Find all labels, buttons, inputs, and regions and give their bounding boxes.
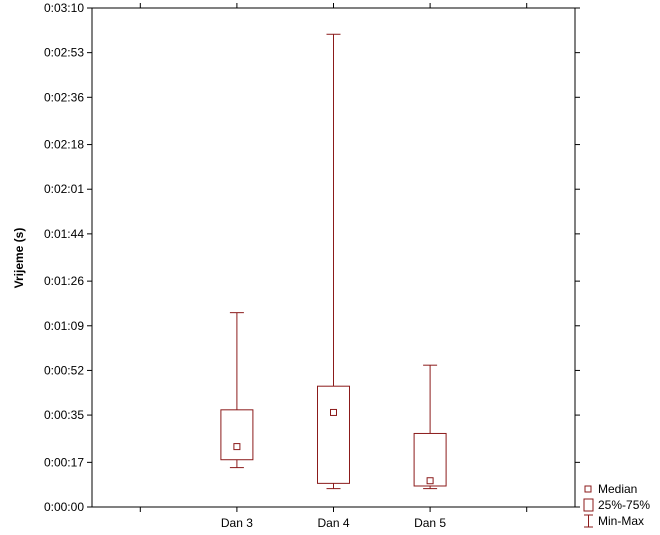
y-tick-label: 0:00:52 xyxy=(44,363,84,377)
median-marker xyxy=(330,408,337,416)
y-tick-label: 0:01:44 xyxy=(44,227,84,241)
y-axis: 0:00:00 0:00:17 0:00:35 0:00:52 0:01:09 0:01:… xyxy=(44,1,580,514)
y-tick-label: 0:01:09 xyxy=(44,319,84,333)
box-dan-4 xyxy=(317,33,350,490)
box-dan-3 xyxy=(220,312,254,469)
legend-median-label: Median xyxy=(598,482,637,496)
y-tick-label: 0:02:36 xyxy=(44,90,84,104)
x-tick-label: Dan 4 xyxy=(317,516,349,530)
legend: Median 25%-75% Min-Max xyxy=(583,482,650,528)
y-tick-label: 0:01:26 xyxy=(44,274,84,288)
x-tick-label: Dan 3 xyxy=(221,516,253,530)
y-tick-label: 0:02:18 xyxy=(44,138,84,152)
y-axis-title: Vrijeme (s) xyxy=(12,228,26,289)
legend-iqr-label: 25%-75% xyxy=(598,498,650,512)
box-dan-5 xyxy=(413,364,447,490)
legend-range-label: Min-Max xyxy=(598,514,644,528)
y-tick-label: 0:02:53 xyxy=(44,46,84,60)
iqr-box xyxy=(413,432,447,487)
legend-iqr-symbol xyxy=(583,498,594,512)
y-tick-label: 0:00:00 xyxy=(44,500,84,514)
iqr-box xyxy=(220,409,254,461)
x-axis: Dan 3 Dan 4 Dan 5 xyxy=(139,3,528,530)
median-marker xyxy=(426,477,434,485)
y-tick-label: 0:00:35 xyxy=(44,408,84,422)
median-marker xyxy=(233,443,241,451)
y-tick-label: 0:00:17 xyxy=(44,455,84,469)
y-tick-label: 0:03:10 xyxy=(44,1,84,15)
boxes-group xyxy=(220,33,447,490)
legend-median-symbol xyxy=(584,485,592,493)
iqr-box xyxy=(317,385,350,484)
x-tick-label: Dan 5 xyxy=(414,516,446,530)
y-tick-label: 0:02:01 xyxy=(44,182,84,196)
